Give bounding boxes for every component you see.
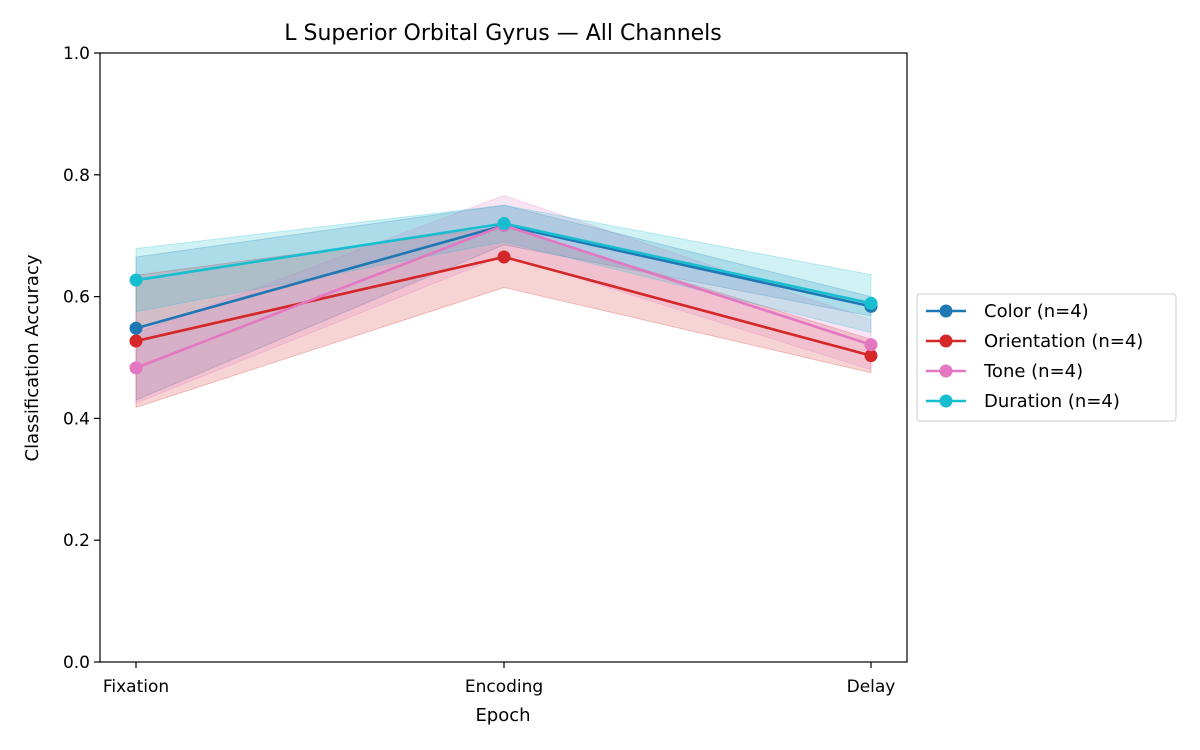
legend-swatch-marker [939, 364, 953, 378]
data-point-1-2 [864, 349, 878, 363]
y-tick-label: 0.4 [63, 409, 90, 429]
y-axis-label: Classification Accuracy [22, 254, 43, 461]
data-point-0-0 [129, 321, 143, 335]
legend-label: Orientation (n=4) [984, 331, 1143, 352]
legend-label: Color (n=4) [984, 301, 1089, 322]
legend-swatch-marker [939, 304, 953, 318]
series-markers [129, 217, 878, 375]
data-point-1-1 [497, 250, 511, 264]
data-point-3-2 [864, 296, 878, 310]
data-point-1-0 [129, 334, 143, 348]
x-axis-label: Epoch [475, 705, 530, 726]
data-point-2-0 [129, 361, 143, 375]
legend-swatch-marker [939, 394, 953, 408]
legend-item: Color (n=4) [926, 301, 1089, 322]
legend-item: Duration (n=4) [926, 391, 1120, 412]
x-tick-label: Encoding [465, 677, 543, 697]
series-band-2 [135, 194, 872, 404]
y-tick-label: 0.2 [63, 531, 90, 551]
legend: Color (n=4) Orientation (n=4) Tone (n=4) Du… [916, 293, 1177, 422]
data-point-2-2 [864, 338, 878, 352]
data-point-3-0 [129, 273, 143, 287]
x-axis: Fixation Encoding Delay [103, 662, 896, 697]
legend-swatch-marker [939, 334, 953, 348]
x-tick-label: Delay [847, 677, 896, 697]
legend-item: Tone (n=4) [926, 361, 1083, 382]
series-band-3 [135, 204, 872, 334]
y-tick-label: 0.6 [63, 288, 90, 308]
y-axis: 0.0 0.2 0.4 0.6 0.8 1.0 [63, 44, 100, 673]
y-tick-label: 0.8 [63, 166, 90, 186]
legend-item: Orientation (n=4) [926, 331, 1143, 352]
chart-title: L Superior Orbital Gyrus — All Channels [284, 21, 722, 46]
x-tick-label: Fixation [103, 677, 169, 697]
confidence-bands [135, 194, 872, 409]
y-tick-label: 1.0 [63, 44, 90, 64]
legend-label: Duration (n=4) [984, 391, 1120, 412]
series-band-0 [135, 204, 872, 401]
legend-label: Tone (n=4) [983, 361, 1083, 382]
y-tick-label: 0.0 [63, 653, 90, 673]
legend-frame [916, 293, 1177, 422]
data-point-3-1 [497, 217, 511, 231]
